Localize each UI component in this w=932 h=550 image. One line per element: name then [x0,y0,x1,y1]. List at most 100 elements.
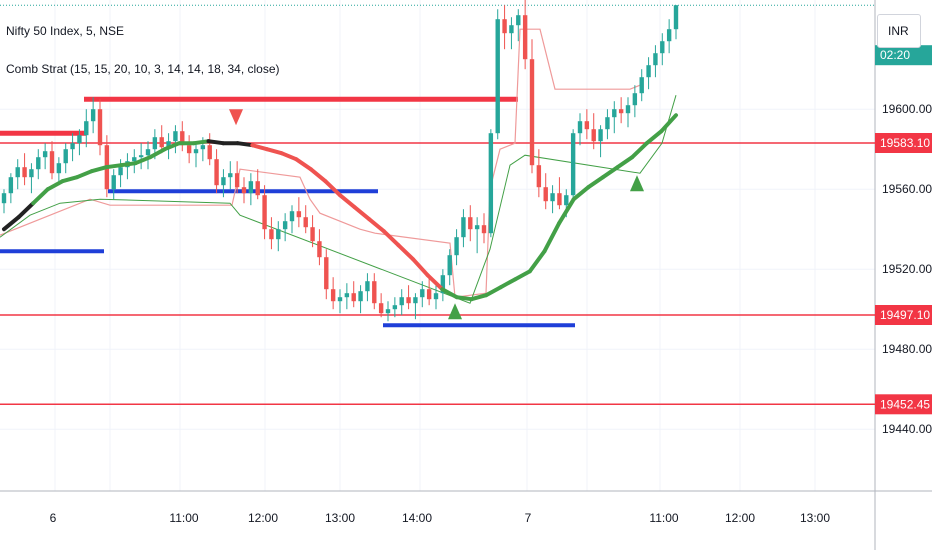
moving-average-segment [396,243,416,262]
moving-average-segment [308,167,328,184]
candle [8,173,14,204]
candle-body [248,181,254,194]
moving-average-segment [191,139,211,146]
moving-average-segment [89,165,109,174]
x-tick-label: 12:00 [725,511,755,525]
candle [207,133,212,166]
moving-average-segment [542,221,562,254]
candle-body [152,137,158,150]
candle [358,285,363,314]
candle-body [461,217,466,238]
candle-body [42,151,48,158]
candle [255,169,260,200]
candle [385,301,391,322]
candle-body [70,143,75,150]
candle-body [488,133,494,234]
candle-body [15,167,20,178]
price-label: 19452.45 [875,394,932,415]
candle-body [200,145,206,150]
candle-body [618,109,624,114]
candle [42,143,48,170]
trailing-stop-line-green [0,95,677,304]
candle [605,109,610,140]
candle [440,269,446,302]
candle [77,129,82,156]
candle-body [433,293,439,300]
candle-body [399,297,404,306]
moving-average-segment [118,161,138,168]
candle [221,169,226,198]
candle-body [598,129,603,142]
moving-average-segment [498,277,518,290]
moving-average-segment [294,157,313,172]
candle [132,149,137,174]
indicator-legend[interactable]: Comb Strat (15, 15, 20, 10, 3, 14, 14, 1… [6,62,280,76]
candle-body [406,297,411,304]
candle-body [351,293,356,302]
candle-body [173,131,178,142]
candle-body [269,229,274,240]
candle-body [29,169,34,178]
candle [413,293,418,320]
moving-average-segment [16,201,36,220]
candle-body [509,25,514,34]
candle-body [234,173,240,188]
candle-body [111,175,116,190]
candle [36,149,41,180]
moving-average-segment [162,141,182,152]
candle-body [8,177,14,194]
candle-body [193,149,199,154]
candle [262,185,267,240]
candle [612,101,617,134]
candle-body [440,275,446,294]
moving-average-segment [323,179,342,198]
y-tick-label: 19520.00 [882,262,932,276]
candle-body [529,59,535,166]
candle [63,143,68,174]
candle [468,205,473,242]
candle [228,161,233,190]
candle-body [159,137,164,148]
candle [310,215,315,248]
candle-body [330,289,336,302]
currency-button[interactable]: INR [877,14,921,48]
candle-body [639,77,644,94]
candle-body [447,255,452,276]
moving-average-segment [235,141,255,148]
candle [365,273,370,302]
candle [392,297,398,318]
candle [433,285,439,310]
candle [625,97,631,128]
candle-body [344,293,350,298]
moving-average-segment [513,269,532,282]
candle-body [77,135,82,144]
candle-body [63,149,68,164]
moving-average-segment [615,155,635,170]
y-tick-label: 19440.00 [882,422,932,436]
buy-signal-icon [630,175,644,192]
moving-average-segment [338,193,357,210]
candle [70,133,75,162]
moving-average-segment [571,185,591,202]
candle-body [660,41,665,54]
candle-body [90,109,96,122]
candle [454,229,459,266]
moving-average-segment [659,113,678,134]
trailing-stop-line [0,28,641,298]
price-label-text: 19497.10 [880,308,930,322]
x-tick-label: 12:00 [248,511,278,525]
candle-body [646,65,651,78]
candle [138,143,144,170]
moving-average-segment [454,295,474,302]
candle [214,149,219,194]
countdown-label: 02:20 [875,45,932,66]
candle-body [166,141,171,148]
candle-body [372,281,377,304]
candle [378,293,384,318]
candle-body [454,237,459,256]
candle-body [255,181,260,196]
candle [337,289,343,314]
moving-average-segment [148,147,167,160]
candle-body [564,195,569,206]
